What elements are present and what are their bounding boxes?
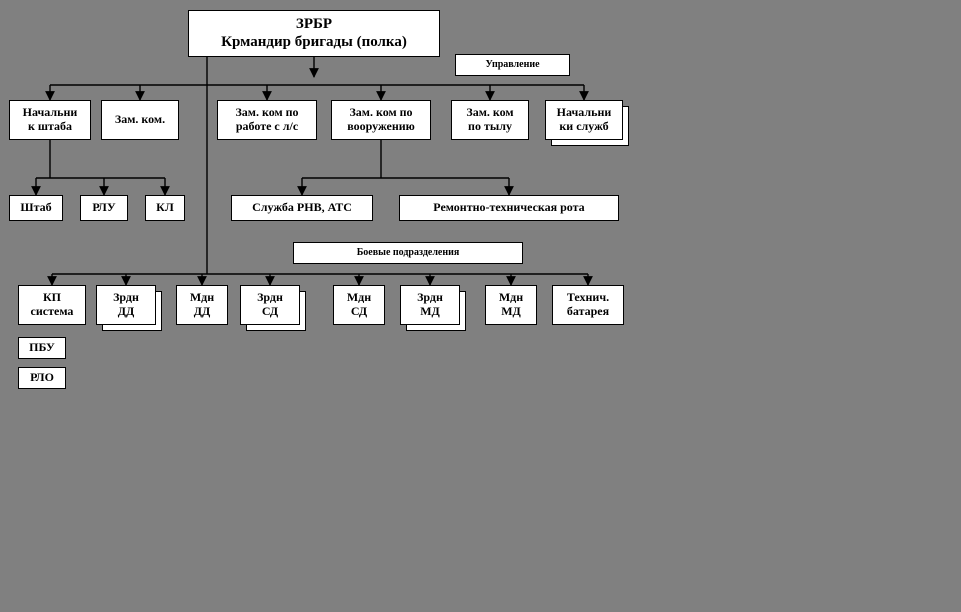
node-text: Управление xyxy=(485,59,539,71)
node-text: к штаба xyxy=(28,120,72,134)
node-text: Служба РНВ, АТС xyxy=(252,201,352,215)
node-text: Начальни xyxy=(23,106,78,120)
node-text: Зам. ком по xyxy=(349,106,412,120)
node-text: Мдн xyxy=(347,291,371,305)
node-text: Штаб xyxy=(20,201,51,215)
node-kp: КПсистема xyxy=(18,285,86,325)
node-text: Мдн xyxy=(190,291,214,305)
node-text: батарея xyxy=(567,305,609,319)
node-text: Мдн xyxy=(499,291,523,305)
node-tech: Технич.батарея xyxy=(552,285,624,325)
node-text: РЛУ xyxy=(92,201,115,215)
node-remont: Ремонтно-техническая рота xyxy=(399,195,619,221)
node-text: СД xyxy=(351,305,367,319)
node-mdn_md: МднМД xyxy=(485,285,537,325)
node-text: Начальни xyxy=(557,106,612,120)
node-zrdn_md: ЗрднМД xyxy=(400,285,460,325)
node-mdn_sd: МднСД xyxy=(333,285,385,325)
node-text: вооружению xyxy=(347,120,415,134)
node-zam_kom: Зам. ком. xyxy=(101,100,179,140)
node-text: ки служб xyxy=(559,120,608,134)
node-text: работе с л/с xyxy=(236,120,298,134)
node-text: Боевые подразделения xyxy=(357,247,460,259)
node-text: КЛ xyxy=(156,201,174,215)
node-text: МД xyxy=(501,305,521,319)
node-rlu: РЛУ xyxy=(80,195,128,221)
node-text: Зам. ком xyxy=(466,106,513,120)
node-mdn_dd: МднДД xyxy=(176,285,228,325)
node-pbu: ПБУ xyxy=(18,337,66,359)
node-text: Зрдн xyxy=(113,291,139,305)
node-nach_sluzhb: Начальники служб xyxy=(545,100,623,140)
node-sluzhba: Служба РНВ, АТС xyxy=(231,195,373,221)
node-zrdn_sd: ЗрднСД xyxy=(240,285,300,325)
node-text: Зрдн xyxy=(417,291,443,305)
node-zam_voor: Зам. ком повооружению xyxy=(331,100,431,140)
node-text: ПБУ xyxy=(29,341,55,355)
node-rlo: РЛО xyxy=(18,367,66,389)
node-text: СД xyxy=(262,305,278,319)
node-text: система xyxy=(31,305,74,319)
node-shtab: Штаб xyxy=(9,195,63,221)
node-text: ДД xyxy=(194,305,211,319)
node-text: РЛО xyxy=(30,371,54,385)
node-text: Зам. ком по xyxy=(235,106,298,120)
node-text: Крмандир бригады (полка) xyxy=(221,34,407,51)
node-text: по тылу xyxy=(468,120,512,134)
node-text: ДД xyxy=(118,305,135,319)
node-kl: КЛ xyxy=(145,195,185,221)
node-text: Ремонтно-техническая рота xyxy=(433,201,584,215)
node-zam_ls: Зам. ком поработе с л/с xyxy=(217,100,317,140)
node-zam_tyl: Зам. компо тылу xyxy=(451,100,529,140)
node-text: ЗРБР xyxy=(296,16,332,33)
node-text: Зрдн xyxy=(257,291,283,305)
node-text: КП xyxy=(43,291,61,305)
node-text: Технич. xyxy=(567,291,609,305)
node-nach_shtaba: Начальник штаба xyxy=(9,100,91,140)
node-text: Зам. ком. xyxy=(115,113,165,127)
node-zrdn_dd: ЗрднДД xyxy=(96,285,156,325)
node-root: ЗРБРКрмандир бригады (полка) xyxy=(188,10,440,57)
node-text: МД xyxy=(420,305,440,319)
node-mgmt: Управление xyxy=(455,54,570,76)
node-boevye: Боевые подразделения xyxy=(293,242,523,264)
